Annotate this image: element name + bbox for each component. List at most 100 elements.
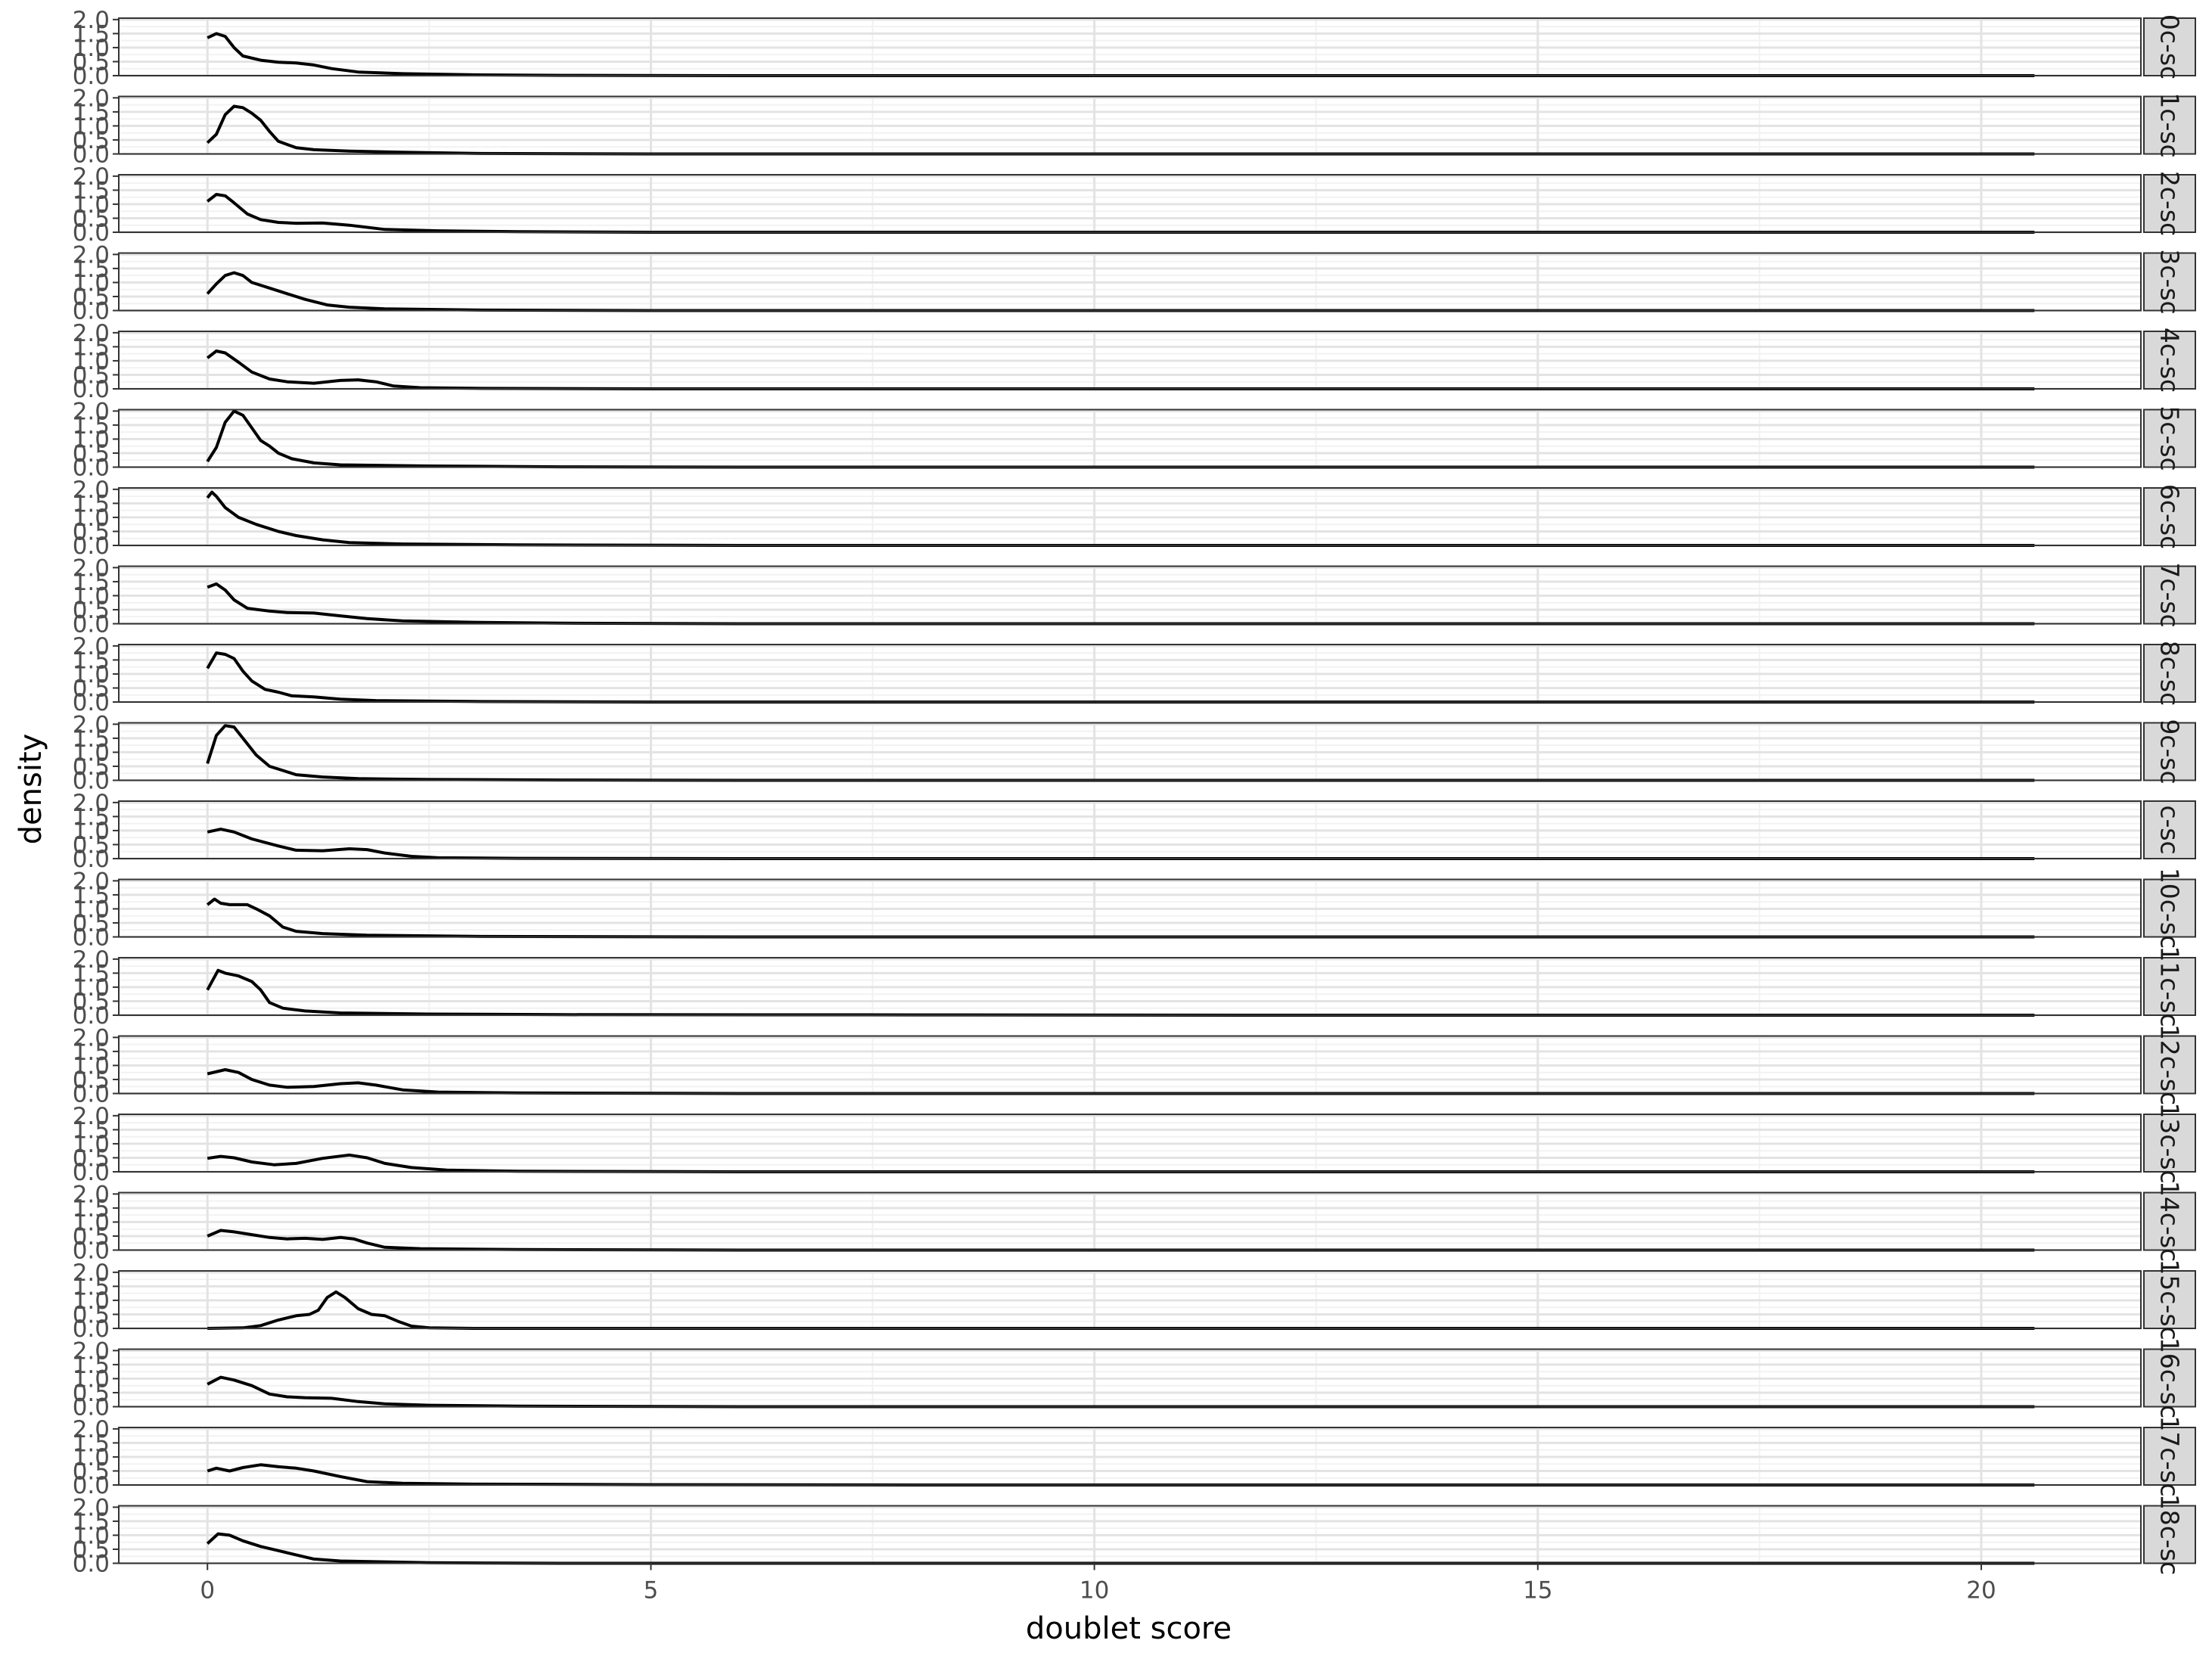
strip-label: 10c-sc (2155, 868, 2185, 949)
y-tick-label: 1.5 (73, 334, 110, 361)
y-tick-label: 2.0 (73, 241, 110, 269)
strip-label: 3c-sc (2155, 249, 2185, 314)
y-tick-label: 0.0 (73, 768, 110, 795)
y-tick-label: 2.0 (73, 790, 110, 817)
strip-label: 11c-sc (2155, 946, 2185, 1027)
y-tick-label: 1.5 (73, 1039, 110, 1066)
density-line (206, 349, 2035, 390)
strip-background (2143, 1505, 2196, 1564)
y-tick-label: 0.0 (73, 1394, 110, 1421)
y-tick-label: 0.0 (73, 376, 110, 403)
strip-background (2143, 174, 2196, 233)
y-tick-label: 2.0 (73, 163, 110, 191)
facet-strip: 5c-sc (2143, 405, 2196, 471)
x-tick-label: 15 (1523, 1577, 1552, 1605)
y-tick-label: 0.5 (73, 518, 110, 545)
facet-panel: 0.00.51.01.52.0 11c-sc (73, 946, 2196, 1030)
y-tick-label: 1.0 (73, 348, 110, 375)
y-tick-label: 1.0 (73, 1131, 110, 1158)
y-tick-label: 1.5 (73, 1195, 110, 1222)
y-tick-label: 0.0 (73, 1159, 110, 1186)
y-tick-label: 0.0 (73, 298, 110, 325)
strip-label: 14c-sc (2155, 1181, 2185, 1262)
y-tick-label: 1.0 (73, 1522, 110, 1549)
facet-strip: 13c-sc (2143, 1102, 2196, 1184)
facet-strip: 17c-sc (2143, 1415, 2196, 1497)
strip-background (2143, 878, 2196, 938)
y-tick-label: 1.5 (73, 1273, 110, 1300)
strip-label: 15c-sc (2155, 1259, 2185, 1340)
y-tick-label: 0.5 (73, 988, 110, 1015)
y-tick-label: 1.5 (73, 1430, 110, 1457)
y-tick-label: 1.0 (73, 113, 110, 140)
strip-label: 13c-sc (2155, 1102, 2185, 1183)
y-tick-label: 2.0 (73, 1103, 110, 1130)
facet-strip: 16c-sc (2143, 1337, 2196, 1418)
strip-label: 7c-sc (2155, 562, 2185, 627)
y-tick-label: 1.0 (73, 739, 110, 766)
strip-background (2143, 644, 2196, 703)
facet-panel: 0.00.51.01.52.0 4c-sc (73, 320, 2196, 403)
y-tick-label: 1.5 (73, 1117, 110, 1144)
y-tick-label: 0.5 (73, 753, 110, 781)
strip-background (2143, 957, 2196, 1016)
strip-background (2143, 1114, 2196, 1173)
y-tick-label: 0.5 (73, 1145, 110, 1172)
strip-label: 1c-sc (2155, 92, 2185, 157)
y-tick-label: 0.5 (73, 1301, 110, 1328)
facet-panel: 0.00.51.01.52.0 13c-sc (73, 1102, 2196, 1186)
facet-panel: 0.00.51.01.52.0 3c-sc (73, 241, 2196, 325)
y-tick-label: 1.0 (73, 974, 110, 1002)
y-tick-label: 1.0 (73, 1444, 110, 1471)
y-tick-label: 0.5 (73, 1458, 110, 1485)
y-tick-label: 0.5 (73, 1067, 110, 1094)
facet-panel: 0.00.51.01.52.0 16c-sc (73, 1337, 2196, 1421)
strip-background (2143, 95, 2196, 155)
y-tick-label: 2.0 (73, 1494, 110, 1521)
y-tick-label: 1.5 (73, 256, 110, 283)
density-line (206, 104, 2035, 156)
strip-label: 6c-sc (2155, 484, 2185, 549)
strip-label: 17c-sc (2155, 1415, 2185, 1496)
y-tick-label: 0.0 (73, 1316, 110, 1343)
strip-label: 2c-sc (2155, 171, 2185, 236)
facet-strip: 7c-sc (2143, 562, 2196, 628)
density-line (207, 582, 2035, 626)
y-tick-label: 0.5 (73, 1380, 110, 1407)
facet-panels: 0.00.51.01.52.0 0c-sc0.00.51.01.52.0 1c-sc… (73, 7, 2196, 1578)
facet-panel: 0.00.51.01.52.0 15c-sc (73, 1259, 2196, 1343)
y-tick-label: 0.5 (73, 1536, 110, 1564)
strip-label: 4c-sc (2155, 328, 2185, 393)
facet-strip: 11c-sc (2143, 946, 2196, 1027)
strip-label: 8c-sc (2155, 641, 2185, 706)
y-tick-label: 0.0 (73, 611, 110, 638)
y-tick-label: 0.5 (73, 127, 110, 154)
facet-panel: 0.00.51.01.52.0 12c-sc (73, 1024, 2196, 1108)
y-tick-label: 1.5 (73, 177, 110, 204)
y-tick-label: 1.5 (73, 647, 110, 674)
density-line (206, 651, 2035, 704)
y-tick-label: 1.0 (73, 269, 110, 297)
x-tick-label: 10 (1080, 1577, 1109, 1605)
x-tick-label: 5 (644, 1577, 659, 1605)
facet-strip: 1c-sc (2143, 92, 2196, 158)
y-tick-label: 0.5 (73, 205, 110, 232)
strip-background (2143, 252, 2196, 312)
y-tick-label: 1.0 (73, 505, 110, 532)
facet-panel: 0.00.51.01.52.0 18c-sc (73, 1494, 2196, 1578)
strip-label: c-sc (2155, 805, 2185, 854)
y-tick-label: 0.0 (73, 141, 110, 169)
y-tick-label: 0.5 (73, 48, 110, 76)
density-line (207, 1229, 2035, 1252)
y-tick-label: 2.0 (73, 7, 110, 34)
y-tick-label: 1.0 (73, 1365, 110, 1393)
y-tick-label: 0.0 (73, 924, 110, 952)
strip-label: 5c-sc (2155, 405, 2185, 471)
y-tick-label: 1.0 (73, 1288, 110, 1315)
y-tick-label: 0.0 (73, 63, 110, 90)
y-tick-label: 0.0 (73, 689, 110, 716)
strip-background (2143, 1427, 2196, 1486)
density-line (207, 1153, 2035, 1173)
y-tick-label: 0.0 (73, 1238, 110, 1265)
density-line (206, 271, 2035, 312)
